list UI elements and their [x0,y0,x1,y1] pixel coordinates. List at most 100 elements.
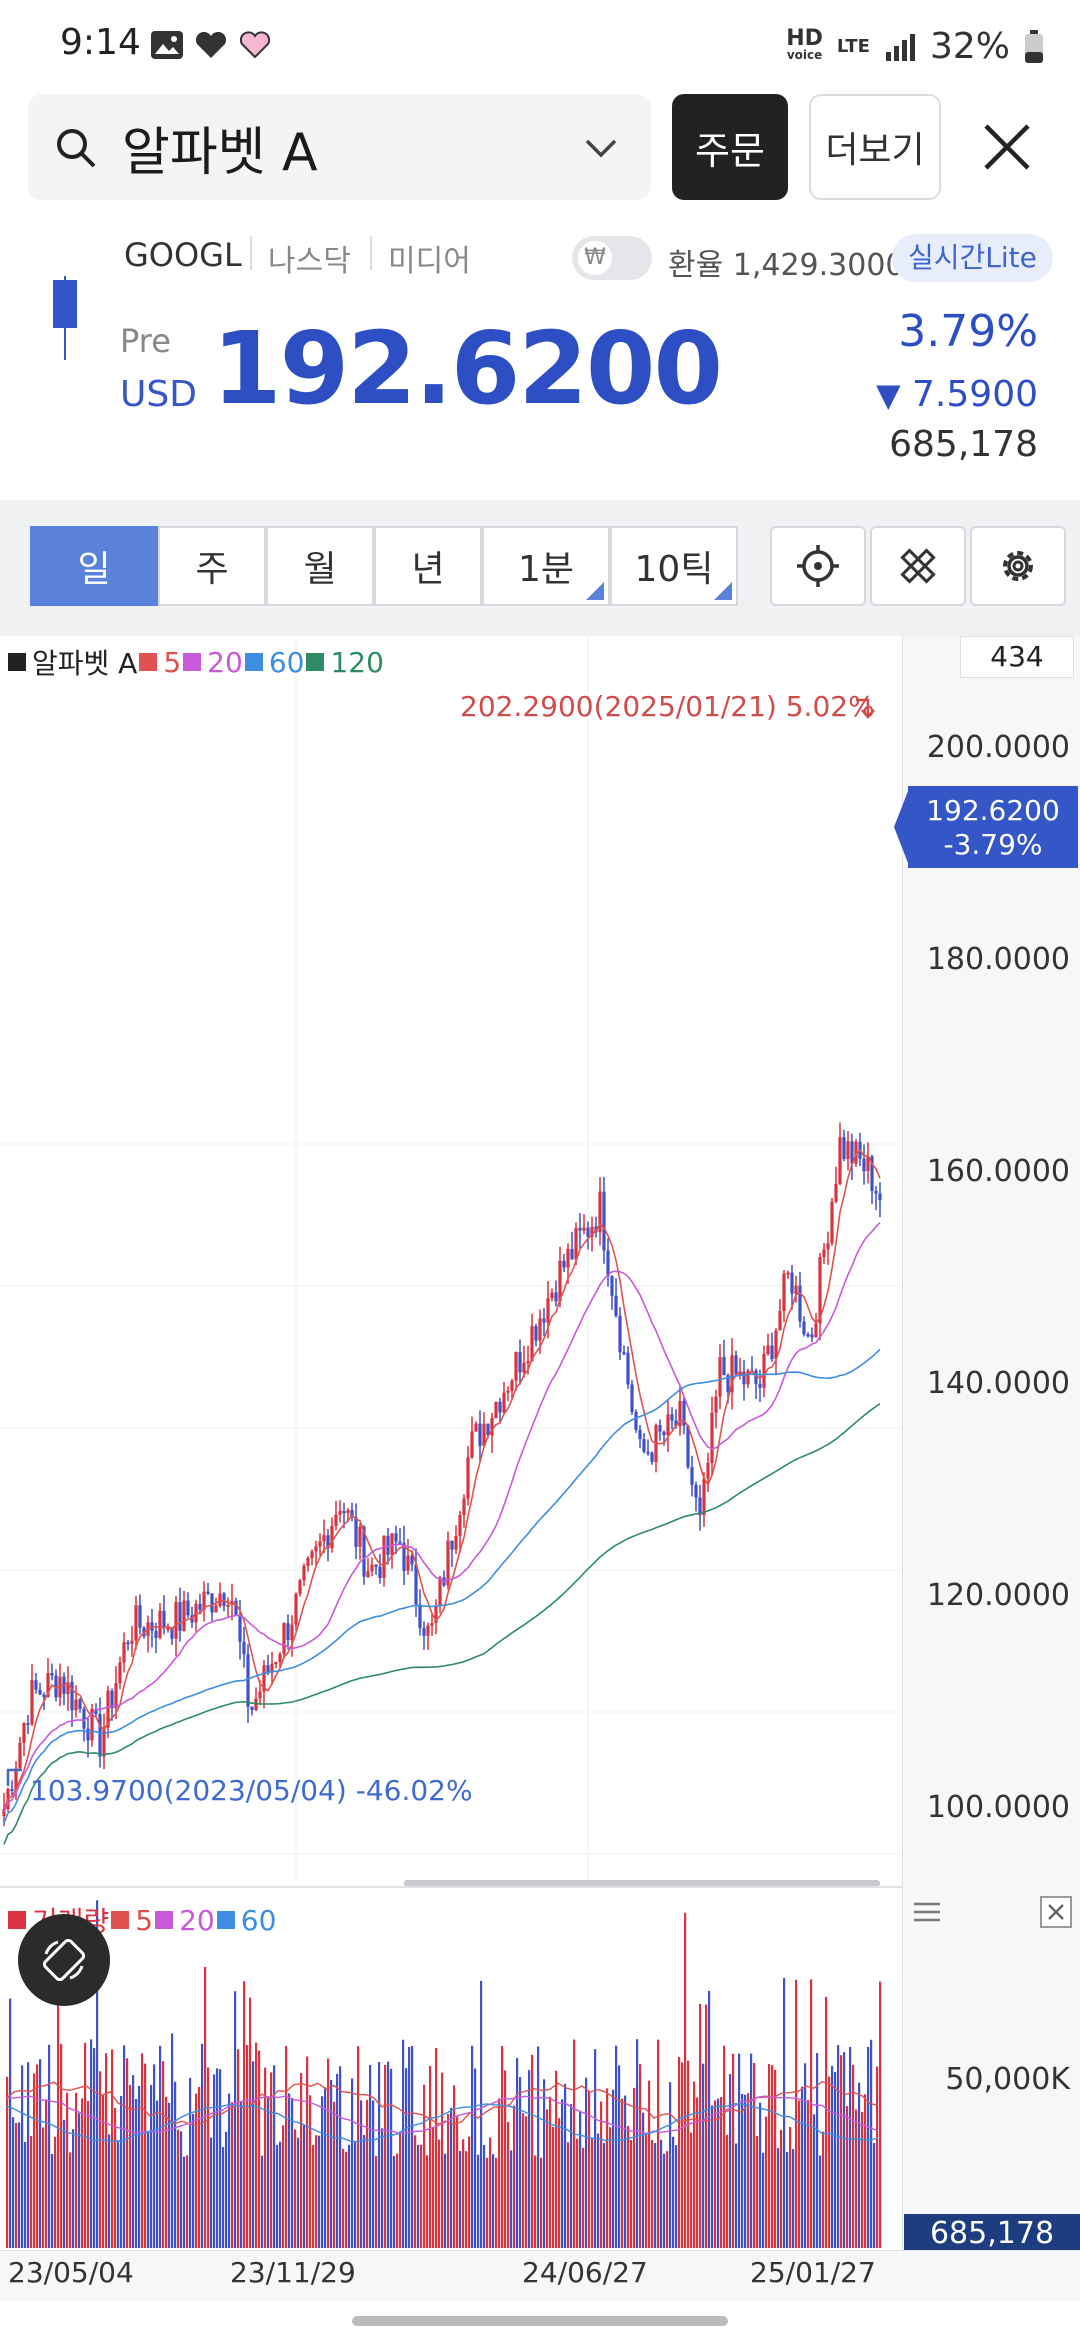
crosshair-icon [797,545,839,587]
volume-bar [645,2134,648,2248]
price-axis-panel [902,636,1080,2250]
candle-body [294,1593,298,1625]
candle-body [478,1423,482,1446]
candle-body [382,1535,386,1579]
more-button[interactable]: 더보기 [809,94,941,200]
chart-scrollbar[interactable] [404,1880,880,1887]
y-tick: 120.0000 [926,1578,1070,1613]
ticker-symbol: GOOGL [124,236,242,274]
volume-bar [447,2113,450,2248]
volume-bar [615,2045,618,2248]
search-box[interactable] [28,94,651,200]
price-tag-pointer [894,786,910,868]
candle-body [678,1401,682,1427]
candle-body [398,1541,402,1544]
volume-bar [747,2093,750,2248]
candle-body [74,1699,78,1711]
volume-bar [570,2104,573,2248]
candle-body [2,1808,6,1817]
dropdown-corner-icon [586,582,604,600]
heart-outline-icon [239,31,271,59]
period-year[interactable]: 년 [374,526,482,606]
candle-body [774,1330,778,1360]
volume-bar [441,2072,444,2248]
volume-bar [318,2135,321,2248]
candle-body [662,1431,666,1436]
volume-bar [408,2046,411,2248]
candle-body [866,1156,870,1172]
close-icon[interactable] [982,122,1032,172]
volume-bar [108,2134,111,2248]
volume-bar [309,2095,312,2248]
candle-body [394,1533,398,1542]
volume-bar [519,2077,522,2248]
volume-bar [366,2099,369,2248]
price-chart[interactable] [0,636,902,2250]
lte-icon: LTE [836,36,870,57]
volume-bar [753,2062,756,2248]
realtime-badge[interactable]: 실시간Lite [892,234,1053,282]
volume-bar [216,2068,219,2248]
close-panel-icon[interactable] [1040,1896,1072,1928]
volume-bar [699,2003,702,2248]
volume-bar [843,2052,846,2248]
volume-bar [501,2046,504,2248]
volume-bar [147,2130,150,2248]
period-10tick[interactable]: 10틱 [610,526,738,606]
volume-bar [66,2092,69,2248]
chevron-down-icon[interactable] [584,136,618,160]
legend-swatch [111,1911,130,1929]
candle-body [54,1675,58,1698]
volume-bar [159,2045,162,2248]
candle-body [538,1318,542,1341]
volume-bar [462,2139,465,2248]
settings-button[interactable] [970,526,1066,606]
volume-bar [135,2098,138,2248]
crosshair-button[interactable] [770,526,866,606]
rotate-screen-button[interactable] [18,1914,110,2006]
candle-body [550,1292,554,1299]
order-button[interactable]: 주문 [672,94,788,200]
candle-body [114,1683,118,1709]
volume-ma60-line [5,2103,879,2143]
candle-body [726,1375,730,1393]
volume-bar [591,2138,594,2248]
volume-bar [225,2131,228,2248]
volume-bar [693,2081,696,2248]
period-1min[interactable]: 1분 [482,526,610,606]
search-input[interactable]: 알파벳 A [122,123,318,183]
volume-bar [21,2065,24,2248]
period-month[interactable]: 월 [266,526,374,606]
legend-swatch [306,653,325,671]
candle-body [390,1533,394,1555]
volume-bar [801,2086,804,2248]
volume-bar [138,2085,141,2248]
menu-icon[interactable] [912,1900,942,1924]
chart-legend: 알파벳 A 5 20 60 120 [8,642,384,682]
volume-bar [18,2122,21,2248]
period-day[interactable]: 일 [30,526,158,606]
volume-bar [351,2078,354,2248]
candle-body [154,1630,158,1638]
period-week[interactable]: 주 [158,526,266,606]
volume-bar [660,2139,663,2248]
drawing-tools-button[interactable] [870,526,966,606]
volume-bar [726,2134,729,2248]
currency-toggle[interactable]: ₩ [572,236,652,280]
volume-bar [684,1912,687,2248]
candle-body [238,1614,242,1642]
candle-body [786,1272,790,1275]
home-indicator[interactable] [352,2316,728,2326]
current-price-tag: 192.6200 -3.79% [908,786,1078,868]
volume-bar [468,2136,471,2248]
candle-body [358,1526,362,1547]
candle-body [534,1326,538,1341]
volume-bar [357,2046,360,2248]
candle-body [78,1699,82,1709]
candle-body [558,1260,562,1302]
candle-body [822,1249,826,1257]
volume-bar [315,2135,318,2248]
candle-body [842,1137,846,1160]
volume-bar [57,1968,60,2248]
candle-body [530,1326,534,1362]
